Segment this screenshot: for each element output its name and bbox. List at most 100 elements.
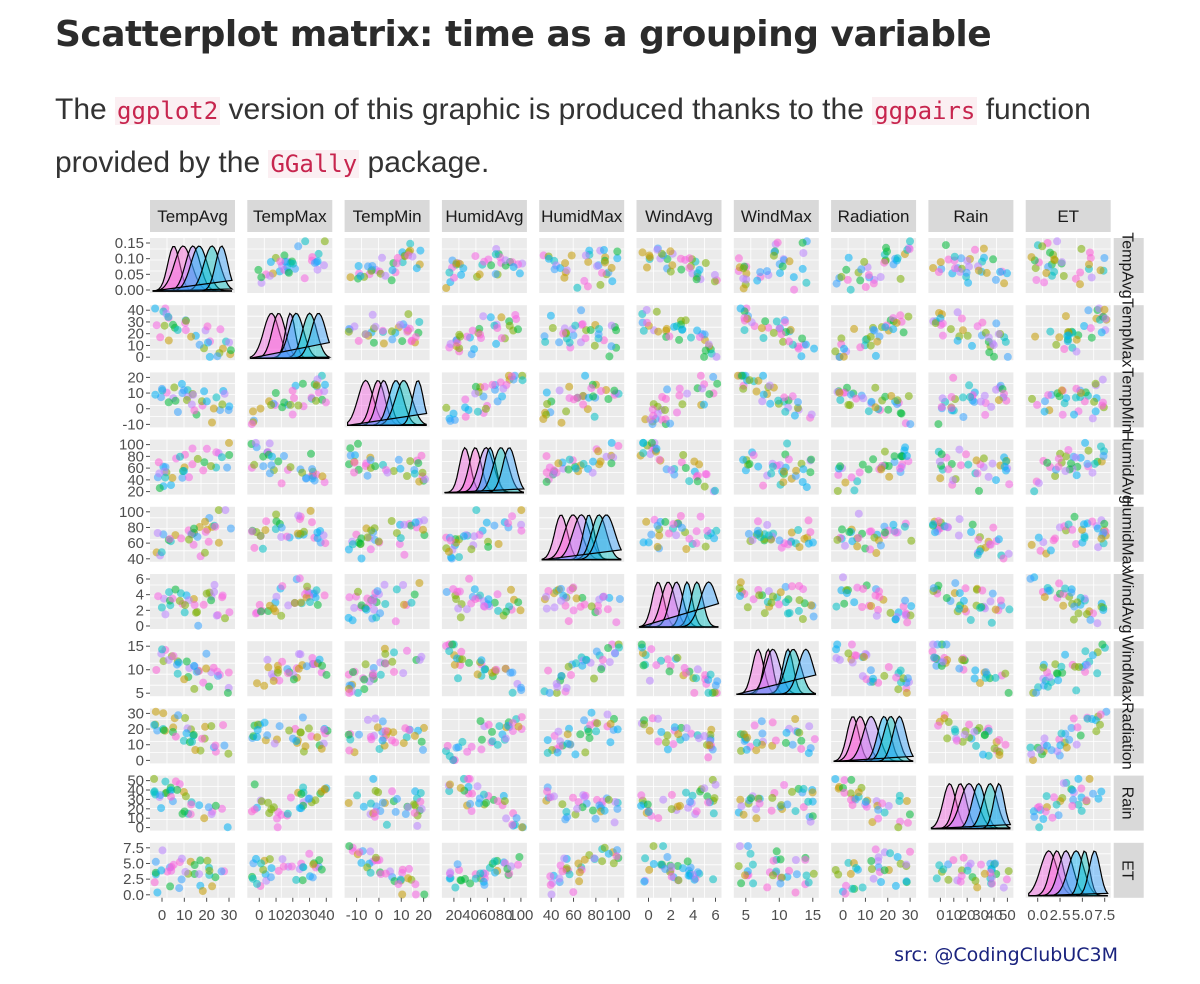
scatter-point [1004,688,1013,697]
scatter-point [317,744,326,753]
scatter-point [791,888,800,897]
scatter-point [482,798,491,807]
scatter-point [982,268,991,277]
scatter-point [979,454,988,463]
scatter-point [371,808,380,816]
scatter-point [1034,533,1043,542]
scatter-point [266,271,274,280]
scatter-point [771,736,780,745]
scatter-point [844,649,853,658]
scatter-point [701,346,710,355]
scatter-point [1004,867,1013,876]
x-tick-label: 100 [508,907,533,924]
scatter-point [950,252,959,261]
scatter-point [369,595,378,604]
scatter-point [302,662,311,671]
scatter-point [492,665,501,674]
scatter-point [542,388,551,397]
row-strip [1113,775,1144,831]
scatter-point [468,789,477,798]
scatter-point [752,746,761,755]
scatter-point [253,879,261,888]
scatter-point [399,581,408,589]
scatter-point [214,506,223,515]
scatter-point [217,453,226,462]
scatter-point [1067,459,1075,468]
scatter-point [1068,525,1077,534]
scatter-point [1052,340,1061,349]
scatter-point [780,467,789,476]
scatter-point [659,795,668,804]
scatter-point [846,869,855,878]
code-ggplot2: ggplot2 [115,97,221,125]
scatter-point [292,737,301,746]
scatter-point [289,259,298,268]
scatter-point [459,532,468,541]
column-strip-label: Rain [953,207,988,226]
scatter-point [411,890,420,899]
scatter-point [573,283,582,292]
scatter-point [937,403,946,411]
scatter-point [1044,262,1053,271]
x-tick-label: 0 [158,907,166,924]
scatter-point [673,408,681,417]
scatter-point [566,740,575,749]
scatter-point [891,615,900,624]
scatter-point [794,606,803,615]
scatter-point [580,855,589,864]
scatter-point [649,411,658,420]
scatter-point [484,542,493,551]
scatter-point [253,726,262,734]
scatter-point [996,596,1005,605]
density-curve [542,514,623,561]
scatter-point [938,319,947,328]
scatter-point [266,258,275,266]
scatter-point [597,387,605,395]
scatter-point [647,530,656,539]
scatter-point [320,261,328,270]
scatter-point [268,452,276,461]
scatter-point [518,376,527,385]
row-strip-label: WindMax [1119,635,1136,702]
scatter-point [417,451,426,460]
scatter-point [484,720,493,729]
scatter-point [804,539,813,548]
scatter-point [871,351,880,360]
scatter-point [778,262,787,271]
scatter-point [667,872,676,881]
scatter-point [674,730,683,739]
scatter-point [654,737,663,746]
scatter-point [589,457,597,466]
scatter-point [468,326,477,335]
column-strip [539,200,625,232]
scatter-point [405,864,414,873]
scatter-point [683,389,692,398]
scatter-point [799,803,808,812]
scatter-point [207,810,216,819]
scatter-point [831,347,840,356]
scatter-point [999,883,1008,892]
scatter-point [346,451,355,460]
scatter-point [574,859,583,868]
scatter-point [944,860,953,869]
scatter-point [897,409,906,418]
scatter-point [572,594,581,603]
scatter-point [253,679,261,688]
scatter-point [672,322,681,331]
scatter-point [488,380,497,389]
scatter-point [893,254,902,263]
scatter-point [578,593,587,602]
scatter-point [354,587,362,596]
scatter-point [953,336,962,345]
scatter-point [284,669,292,678]
scatter-point [477,745,486,754]
scatter-point [1082,796,1091,805]
scatter-point [999,554,1008,563]
scatter-point [876,273,885,281]
scatter-point [973,550,982,559]
scatter-point [973,469,982,478]
scatter-point [598,655,607,664]
scatter-point [704,688,713,697]
scatter-point [695,734,703,743]
scatter-point [181,792,190,801]
